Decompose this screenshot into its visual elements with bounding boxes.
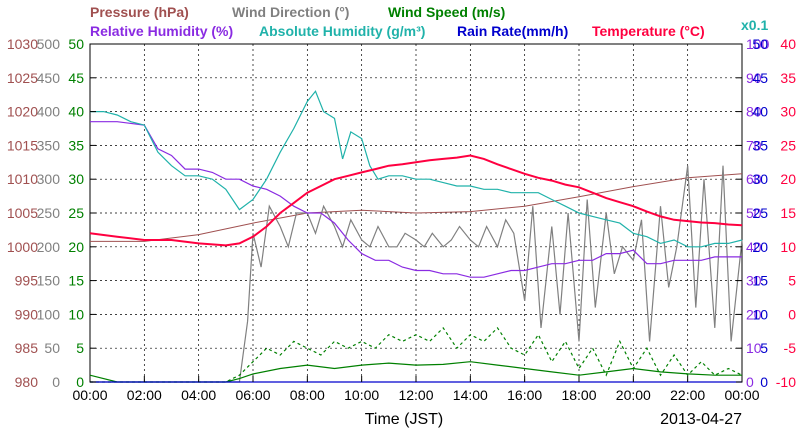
tick-label-rain-rate: 5 [760,340,768,356]
tick-label-rain-rate: 40 [752,104,768,120]
tick-label-pressure: 1010 [7,171,38,187]
tick-label-rain-rate: 45 [752,70,768,86]
x-tick-label: 00:00 [724,387,759,403]
tick-label-wind-speed: 20 [68,239,84,255]
tick-label-wind-direction: 150 [37,273,61,289]
tick-label-temperature: 10 [780,239,796,255]
tick-label-wind-speed: 15 [68,273,84,289]
tick-label-pressure: 990 [15,306,39,322]
tick-label-wind-direction: 50 [44,340,60,356]
x-tick-label: 04:00 [181,387,216,403]
tick-label-wind-speed: 35 [68,137,84,153]
x-tick-label: 10:00 [344,387,379,403]
tick-label-temperature: 0 [788,306,796,322]
tick-label-wind-direction: 500 [37,36,61,52]
x-tick-label: 18:00 [561,387,596,403]
tick-label-temperature: 15 [780,205,796,221]
tick-label-humidity: 10 [746,340,762,356]
legend-wind-speed: Wind Speed (m/s) [388,4,505,20]
series-line-wind-direction [90,165,743,383]
tick-label-wind-speed: 40 [68,104,84,120]
x-tick-label: 06:00 [235,387,270,403]
tick-label-humidity: 60 [746,171,762,187]
tick-label-rain-rate: 35 [752,137,768,153]
tick-label-temperature: 20 [780,171,796,187]
x-tick-label: 16:00 [507,387,542,403]
legend-rain-rate: Rain Rate(mm/h) [457,23,568,39]
tick-label-humidity: 30 [746,273,762,289]
tick-label-wind-direction: 400 [37,104,61,120]
legend-absolute-humidity: Absolute Humidity (g/m³) [259,23,425,39]
tick-label-pressure: 995 [15,273,39,289]
tick-label-wind-speed: 0 [76,374,84,390]
x-tick-label: 20:00 [616,387,651,403]
tick-label-temperature: -5 [784,340,797,356]
tick-label-pressure: 1030 [7,36,38,52]
tick-label-rain-rate: 0 [760,374,768,390]
tick-label-temperature: 5 [788,273,796,289]
tick-label-wind-speed: 30 [68,171,84,187]
tick-label-rain-rate: 30 [752,171,768,187]
tick-label-rain-rate: 50 [752,36,768,52]
tick-label-pressure: 1020 [7,104,38,120]
tick-label-rain-rate: 15 [752,273,768,289]
tick-label-pressure: 1015 [7,137,38,153]
tick-label-wind-direction: 350 [37,137,61,153]
legend-wind-direction: Wind Direction (°) [232,4,349,20]
x-tick-label: 14:00 [453,387,488,403]
date-label: 2013-04-27 [660,411,742,428]
x-tick-label: 00:00 [72,387,107,403]
tick-label-temperature: 25 [780,137,796,153]
legend-temperature: Temperature (°C) [592,23,705,39]
tick-label-humidity: 0 [746,374,754,390]
tick-label-wind-direction: 200 [37,239,61,255]
legend-relative-humidity: Relative Humidity (%) [90,23,233,39]
x-tick-label: 12:00 [398,387,433,403]
series-line-temperature [89,154,743,247]
series-line-relative-humidity [90,121,742,278]
legend-scale-note: x0.1 [741,17,768,33]
tick-label-rain-rate: 20 [752,239,768,255]
tick-label-pressure: 1025 [7,70,38,86]
legend-pressure: Pressure (hPa) [90,4,189,20]
tick-label-wind-speed: 45 [68,70,84,86]
tick-label-rain-rate: 25 [752,205,768,221]
x-tick-label: 22:00 [670,387,705,403]
series-line-pressure [90,173,743,242]
tick-label-temperature: 40 [780,36,796,52]
x-tick-label: 08:00 [290,387,325,403]
series-line-absolute-humidity [90,90,743,248]
tick-label-wind-direction: 0 [52,374,60,390]
tick-layer: 1030102510201015101010051000995990985980… [7,36,796,403]
tick-label-pressure: 1000 [7,239,38,255]
tick-label-temperature: 30 [780,104,796,120]
tick-label-humidity: 70 [746,137,762,153]
tick-label-wind-speed: 5 [76,340,84,356]
tick-label-wind-speed: 10 [68,306,84,322]
tick-label-wind-direction: 250 [37,205,61,221]
tick-label-wind-direction: 300 [37,171,61,187]
tick-label-pressure: 985 [15,340,39,356]
tick-label-wind-speed: 25 [68,205,84,221]
x-axis-label: Time (JST) [365,411,444,428]
tick-label-temperature: -10 [776,374,796,390]
tick-label-humidity: 90 [746,70,762,86]
tick-label-pressure: 980 [15,374,39,390]
series-line-wind-speed-gust [90,326,743,383]
tick-label-rain-rate: 10 [752,306,768,322]
tick-label-humidity: 50 [746,205,762,221]
tick-label-humidity: 40 [746,239,762,255]
tick-label-humidity: 80 [746,104,762,120]
tick-label-temperature: 35 [780,70,796,86]
tick-label-wind-speed: 50 [68,36,84,52]
tick-label-humidity: 20 [746,306,762,322]
x-tick-label: 02:00 [127,387,162,403]
tick-label-wind-direction: 100 [37,306,61,322]
tick-label-pressure: 1005 [7,205,38,221]
tick-label-wind-direction: 450 [37,70,61,86]
tick-label-humidity: 100 [746,36,770,52]
